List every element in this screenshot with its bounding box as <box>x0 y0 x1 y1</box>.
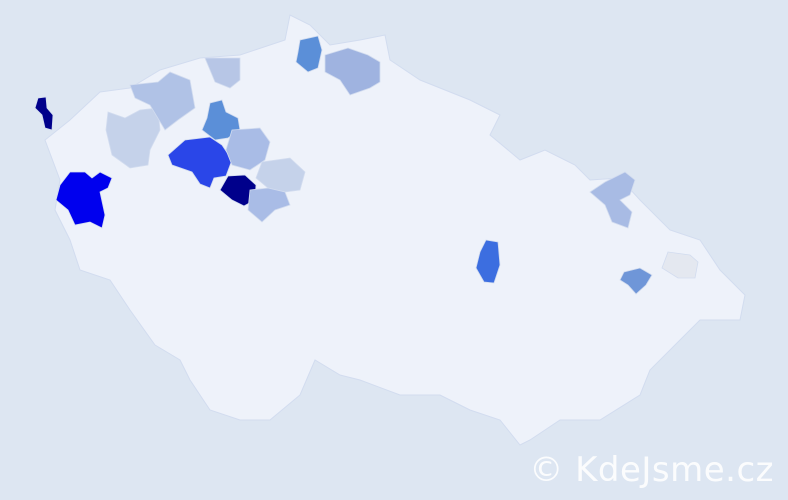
district-region <box>475 239 501 284</box>
district-region <box>55 171 113 229</box>
district-region <box>225 127 271 171</box>
watermark: © KdeJsme.cz <box>529 450 774 490</box>
district-region <box>167 136 233 189</box>
district-region <box>324 47 381 96</box>
district-region <box>247 187 291 223</box>
district-region <box>661 251 699 279</box>
district-region <box>34 96 54 131</box>
district-region <box>255 157 306 193</box>
district-region <box>619 267 653 295</box>
district-region <box>105 107 161 169</box>
district-layer <box>34 35 699 295</box>
district-region <box>129 71 196 131</box>
district-region <box>204 57 241 89</box>
district-region <box>295 35 323 73</box>
country-outline <box>44 14 746 446</box>
district-region <box>589 171 636 229</box>
